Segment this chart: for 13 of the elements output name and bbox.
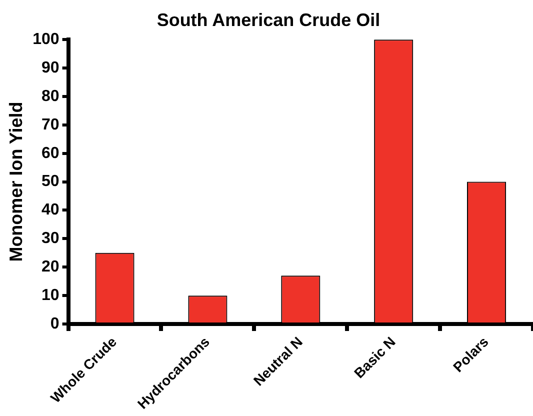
y-tick-label: 10 — [42, 286, 60, 304]
y-tick-label: 90 — [42, 59, 60, 76]
y-tick-label: 60 — [42, 144, 60, 162]
y-axis-title: Monomer Ion Yield — [6, 102, 26, 262]
y-tick-label: 0 — [50, 315, 60, 332]
y-tick-label: 70 — [42, 116, 60, 134]
y-tick-label: 100 — [32, 31, 60, 48]
y-tick-label: 20 — [42, 258, 60, 276]
y-tick-label: 50 — [42, 173, 60, 190]
chart-title: South American Crude Oil — [156, 10, 380, 30]
y-tick-label: 30 — [42, 230, 60, 248]
y-tick-label: 80 — [42, 88, 60, 105]
y-tick-label: 40 — [42, 202, 60, 219]
